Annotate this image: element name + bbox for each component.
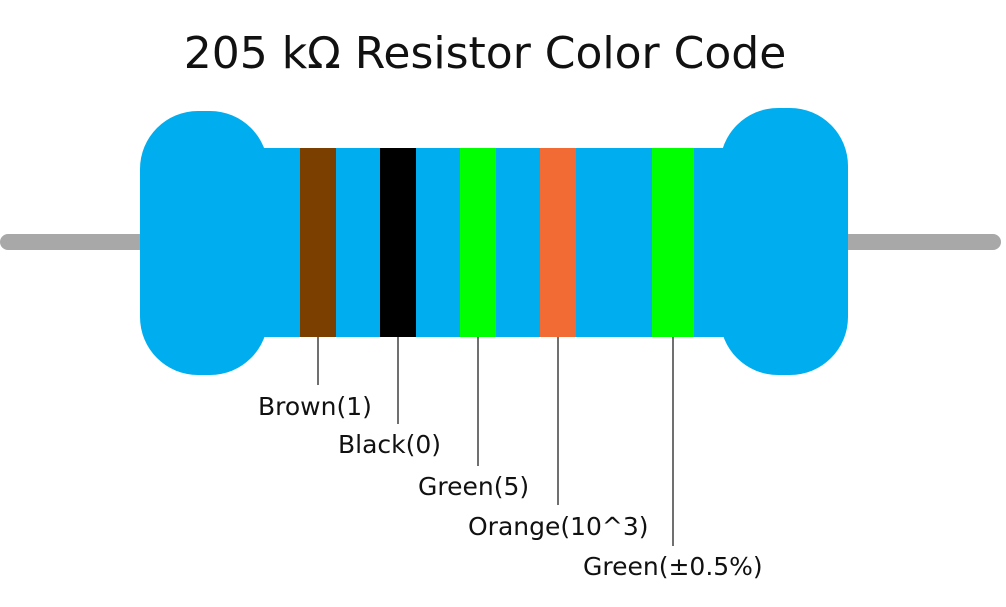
diagram-title: 205 kΩ Resistor Color Code: [183, 28, 787, 79]
band-green-tolerance: [652, 148, 694, 337]
left-cap: [140, 111, 268, 375]
band-label-orange: Orange(10^3): [468, 512, 649, 541]
band-brown: [300, 148, 336, 337]
right-cap: [720, 108, 848, 375]
band-orange: [540, 148, 576, 337]
band-green: [460, 148, 496, 337]
band-label-brown: Brown(1): [258, 392, 372, 421]
band-label-black: Black(0): [338, 430, 441, 459]
band-label-green-tolerance: Green(±0.5%): [583, 552, 763, 581]
band-label-green: Green(5): [418, 472, 529, 501]
band-black: [380, 148, 416, 337]
